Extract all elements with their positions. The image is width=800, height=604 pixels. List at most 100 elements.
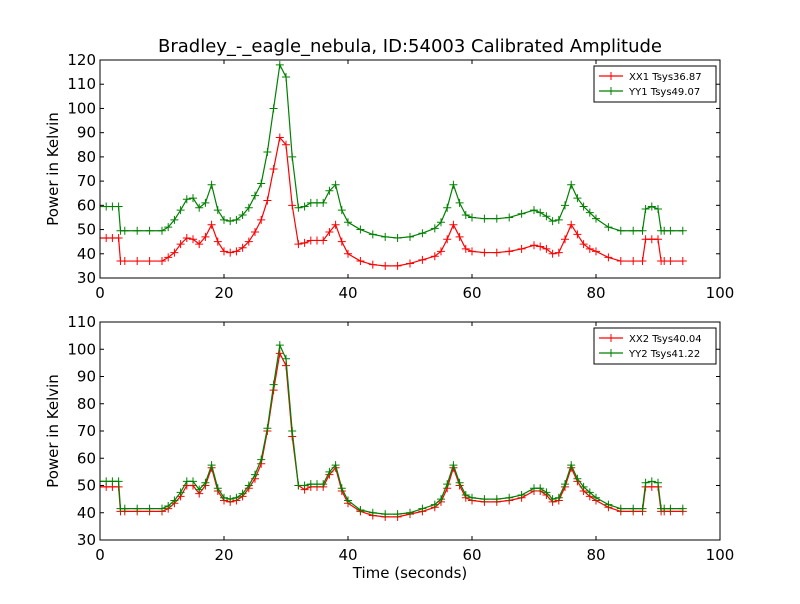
data-point	[567, 220, 576, 229]
data-point	[275, 60, 284, 69]
data-point	[542, 244, 551, 253]
data-point	[207, 220, 216, 229]
data-point	[189, 194, 197, 203]
data-point	[114, 234, 123, 243]
data-point	[530, 206, 538, 215]
data-point	[195, 240, 204, 249]
x-tick-label: 60	[462, 546, 481, 564]
data-point	[220, 215, 228, 224]
data-point	[201, 232, 210, 241]
data-point	[678, 257, 687, 266]
data-point	[263, 424, 272, 433]
data-point	[505, 247, 514, 256]
data-point	[176, 240, 185, 249]
data-point	[337, 484, 346, 493]
legend-label: XX1 Tsys36.87	[629, 72, 702, 83]
data-point	[288, 427, 297, 435]
data-point	[275, 133, 284, 142]
data-point	[319, 480, 328, 489]
data-point	[145, 504, 154, 513]
data-point	[548, 217, 557, 226]
data-point	[443, 235, 452, 244]
y-tick-label: 40	[77, 504, 96, 522]
data-point	[437, 218, 445, 227]
chart-title: Bradley_-_eagle_nebula, ID:54003 Calibra…	[158, 36, 662, 57]
data-point	[269, 104, 278, 113]
data-point	[517, 244, 526, 253]
data-point	[561, 480, 569, 489]
data-point	[381, 261, 390, 270]
data-point	[548, 249, 557, 258]
data-point	[585, 244, 594, 253]
data-point	[120, 504, 129, 513]
data-point	[145, 257, 154, 266]
data-point	[554, 248, 563, 257]
legend: XX1 Tsys36.87 YY1 Tsys49.07	[593, 65, 717, 103]
data-point	[443, 203, 452, 212]
data-point	[282, 72, 290, 81]
plot-frame	[99, 59, 721, 279]
data-point	[244, 203, 253, 212]
data-point	[604, 500, 613, 509]
data-point	[213, 237, 222, 246]
data-point	[195, 203, 204, 212]
legend-marker	[607, 334, 615, 342]
data-point	[430, 224, 439, 233]
x-tick-label: 60	[462, 284, 481, 302]
data-point	[145, 226, 154, 235]
data-point	[220, 493, 228, 502]
x-tick-label: 80	[586, 284, 605, 302]
data-point	[213, 484, 222, 493]
x-tick-label: 100	[706, 284, 735, 302]
data-point	[164, 253, 173, 262]
x-axis-label: Time (seconds)	[352, 564, 468, 582]
data-point	[300, 481, 309, 490]
legend-marker	[607, 72, 615, 80]
data-point	[666, 504, 675, 513]
data-point	[492, 495, 501, 504]
data-point	[449, 220, 458, 229]
data-point	[213, 206, 222, 215]
data-point	[548, 495, 557, 504]
data-point	[678, 226, 687, 235]
data-point	[195, 485, 204, 494]
data-point	[207, 461, 216, 470]
data-point	[319, 198, 328, 207]
data-point	[257, 215, 266, 224]
data-point	[331, 461, 340, 470]
data-point	[294, 240, 303, 249]
data-point	[325, 186, 334, 195]
data-point	[368, 230, 377, 239]
data-point	[133, 504, 142, 513]
data-point	[647, 202, 656, 211]
data-point	[201, 198, 210, 207]
legend: XX2 Tsys40.04 YY2 Tsys41.22	[593, 327, 717, 365]
y-axis-label: Power in Kelvin	[44, 374, 62, 488]
data-point	[666, 257, 675, 266]
data-point	[455, 232, 464, 241]
data-point	[585, 488, 594, 497]
data-point	[449, 461, 458, 470]
x-tick-label: 20	[214, 546, 233, 564]
data-point	[232, 247, 241, 256]
y-tick-label: 30	[77, 531, 96, 549]
data-point	[381, 232, 390, 241]
data-point	[170, 215, 179, 224]
data-point	[368, 508, 377, 517]
data-point	[282, 354, 290, 363]
data-point	[288, 201, 297, 210]
y-tick-label: 110	[67, 313, 96, 331]
y-tick-label: 80	[77, 148, 96, 166]
data-point	[585, 208, 594, 217]
data-point	[536, 242, 545, 251]
legend-label: XX2 Tsys40.04	[629, 334, 702, 345]
data-point	[468, 213, 476, 222]
data-point	[170, 496, 179, 505]
data-point	[443, 480, 452, 489]
data-point	[678, 504, 687, 513]
data-point	[468, 493, 476, 502]
legend-marker	[607, 87, 615, 95]
data-point	[226, 248, 235, 257]
data-point	[406, 508, 414, 517]
series-1	[100, 133, 687, 270]
